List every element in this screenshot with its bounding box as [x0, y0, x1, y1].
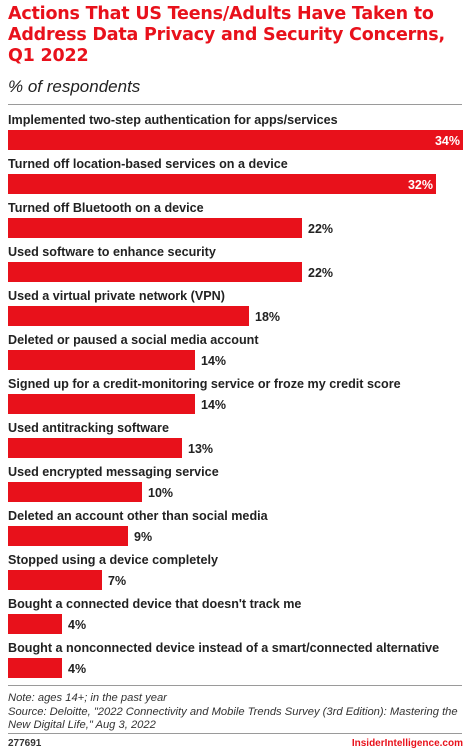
category-label: Stopped using a device completely [8, 553, 218, 567]
bar [8, 218, 302, 238]
value-label: 14% [201, 354, 226, 368]
footer-notes: Note: ages 14+; in the past year Source:… [8, 692, 463, 733]
category-label: Used a virtual private network (VPN) [8, 289, 225, 303]
value-label: 22% [308, 222, 333, 236]
footer-source: Source: Deloitte, "2022 Connectivity and… [8, 705, 458, 732]
category-label: Bought a nonconnected device instead of … [8, 641, 439, 655]
bar [8, 262, 302, 282]
value-label: 18% [255, 310, 280, 324]
bar [8, 394, 195, 414]
category-label: Signed up for a credit-monitoring servic… [8, 377, 401, 391]
value-label: 4% [68, 618, 86, 632]
bar [8, 174, 436, 194]
category-label: Used software to enhance security [8, 245, 216, 259]
footer-note: Note: ages 14+; in the past year [8, 692, 167, 704]
value-label: 34% [435, 134, 460, 148]
category-label: Deleted an account other than social med… [8, 509, 269, 523]
bar [8, 570, 102, 590]
footer-divider [8, 733, 462, 734]
bar [8, 658, 62, 678]
category-label: Turned off location-based services on a … [8, 157, 288, 171]
category-label: Used antitracking software [8, 421, 169, 435]
bar [8, 438, 182, 458]
bar [8, 482, 142, 502]
chart-id: 277691 [8, 738, 42, 749]
value-label: 7% [108, 574, 126, 588]
value-label: 10% [148, 486, 173, 500]
value-label: 9% [134, 530, 152, 544]
value-label: 14% [201, 398, 226, 412]
bar [8, 614, 62, 634]
value-label: 22% [308, 266, 333, 280]
bar [8, 350, 195, 370]
value-label: 13% [188, 442, 213, 456]
category-label: Deleted or paused a social media account [8, 333, 259, 347]
category-label: Bought a connected device that doesn't t… [8, 597, 301, 611]
category-label: Implemented two-step authentication for … [8, 113, 338, 127]
chart-subtitle: % of respondents [8, 77, 141, 96]
top-divider [8, 104, 462, 105]
brand-logo: InsiderIntelligence.com [351, 738, 463, 749]
bar [8, 130, 463, 150]
bar [8, 306, 249, 326]
value-label: 4% [68, 662, 86, 676]
bar [8, 526, 128, 546]
value-label: 32% [408, 178, 433, 192]
category-label: Turned off Bluetooth on a device [8, 201, 204, 215]
bottom-divider [8, 685, 462, 686]
chart-title: Actions That US Teens/Adults Have Taken … [8, 4, 445, 66]
category-label: Used encrypted messaging service [8, 465, 219, 479]
